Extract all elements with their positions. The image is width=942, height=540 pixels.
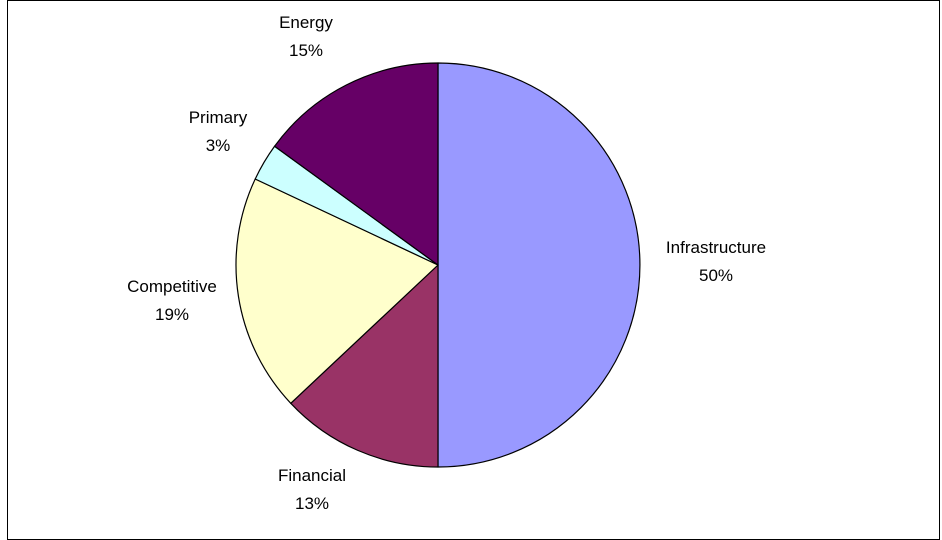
pie-slice-energy <box>273 62 439 266</box>
slice-label-infrastructure: Infrastructure 50% <box>666 238 766 285</box>
slice-category-label: Primary <box>189 108 248 127</box>
pie-slice-financial <box>290 264 439 468</box>
slice-category-label: Financial <box>278 466 346 485</box>
pie-slices <box>235 62 641 468</box>
slice-label-financial: Financial 13% <box>278 466 346 513</box>
slice-category-label: Competitive <box>127 277 217 296</box>
slice-label-energy: Energy 15% <box>279 13 333 60</box>
slice-category-label: Energy <box>279 13 333 32</box>
pie-slice-competitive <box>235 178 439 404</box>
slice-labels: Infrastructure 50% Financial 13% Competitive… <box>127 13 766 513</box>
slice-label-competitive: Competitive 19% <box>127 277 217 324</box>
slice-percent-label: 19% <box>155 305 189 324</box>
slice-percent-label: 3% <box>206 136 231 155</box>
slice-category-label: Infrastructure <box>666 238 766 257</box>
slice-percent-label: 13% <box>295 494 329 513</box>
slice-percent-label: 15% <box>289 41 323 60</box>
pie-slice-infrastructure <box>437 62 641 468</box>
slice-percent-label: 50% <box>699 266 733 285</box>
slice-label-primary: Primary 3% <box>189 108 248 155</box>
